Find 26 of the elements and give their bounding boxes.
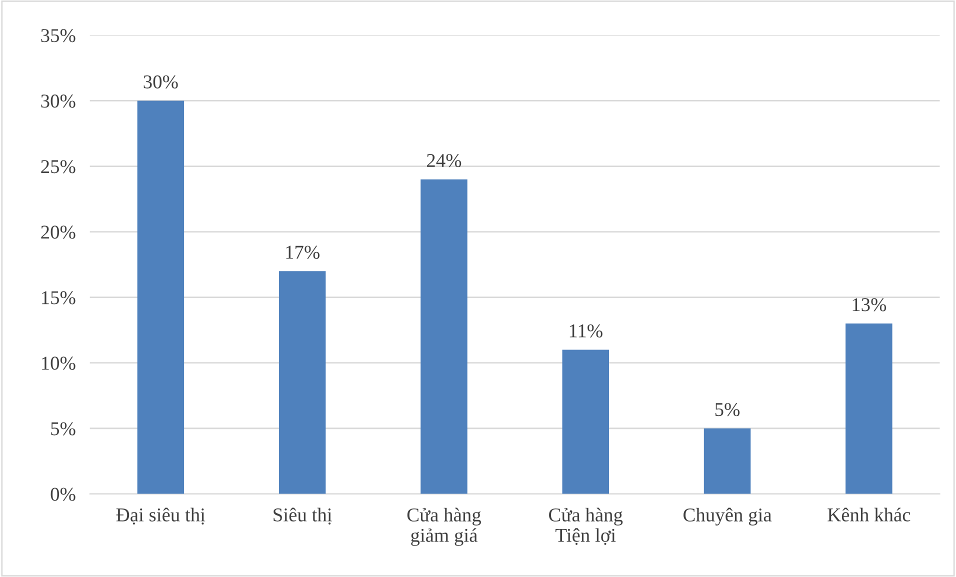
data-label: 17% [286, 246, 320, 259]
y-tick-label: 15% [42, 291, 76, 304]
data-label: 13% [852, 298, 886, 312]
y-tick-label: 5% [51, 422, 76, 436]
bar [846, 324, 892, 494]
data-label: 11% [570, 324, 602, 338]
y-tick-label: 20% [41, 226, 76, 239]
bar [704, 428, 751, 494]
bar [278, 271, 326, 494]
y-tick-label: 0% [50, 488, 76, 501]
data-label: 30% [144, 75, 178, 89]
y-tick-label: 25% [41, 160, 76, 174]
bar [562, 350, 609, 494]
x-tick-label: Đại siêu thị [116, 508, 206, 525]
bar [137, 100, 184, 494]
x-tick-label: Cửa hàng giảm giá [407, 508, 482, 546]
y-tick-label: 35% [41, 29, 76, 42]
y-tick-label: 10% [42, 356, 76, 370]
x-tick-label: Chuyên gia [684, 508, 772, 526]
x-tick-label: Siêu thị [274, 508, 332, 525]
y-tick-label: 30% [41, 94, 76, 108]
x-tick-label: Cửa hàng Tiện lợi [549, 508, 623, 545]
x-tick-label: Kênh khác [828, 508, 910, 522]
data-label: 5% [715, 402, 740, 416]
bar [420, 179, 468, 494]
data-label: 24% [427, 154, 462, 168]
